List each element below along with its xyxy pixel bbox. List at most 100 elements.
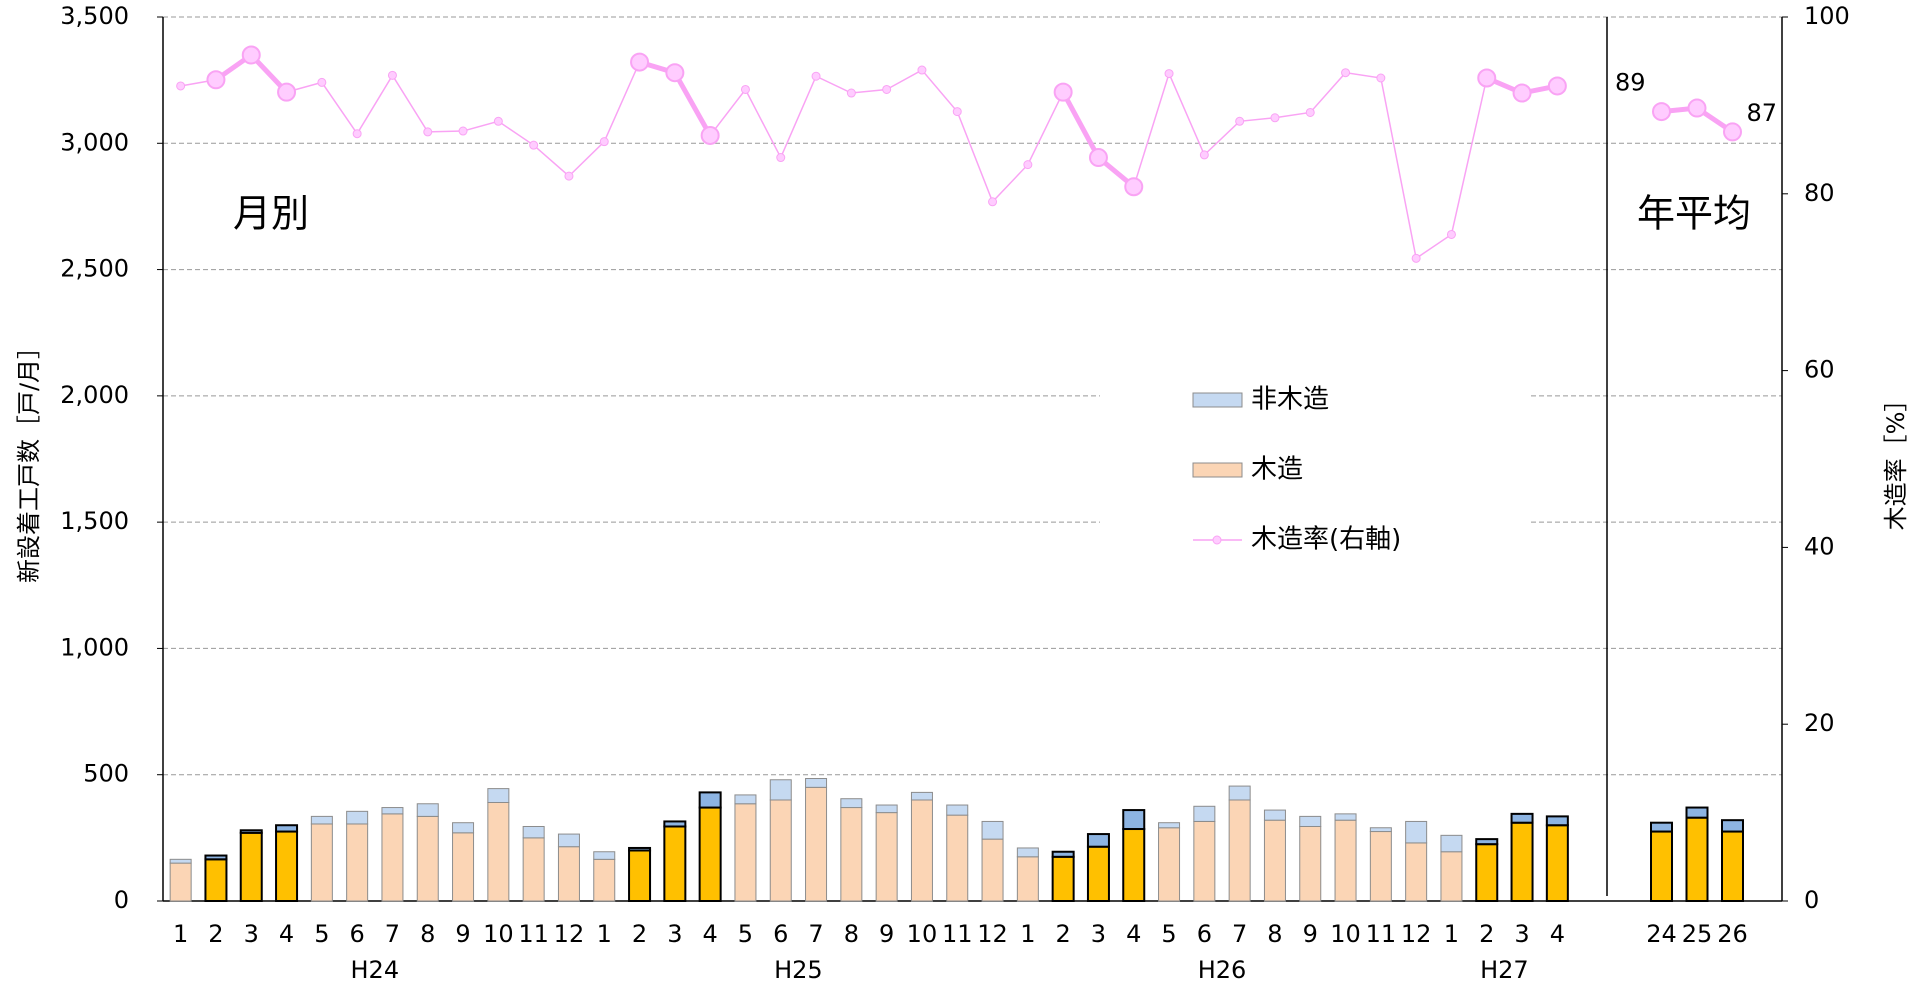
bar: [1228, 785, 1251, 801]
bar: [1440, 834, 1463, 853]
bar: [1405, 820, 1428, 844]
line-marker: [1652, 102, 1671, 122]
y-tick-label: 2,000: [60, 381, 129, 409]
x-tick-label: 5: [1161, 920, 1176, 948]
x-tick-label: 4: [703, 920, 718, 948]
bar: [1685, 816, 1709, 902]
line-marker: [952, 107, 962, 117]
line-marker: [352, 129, 362, 139]
legend-label: 木造: [1251, 455, 1303, 485]
line-marker: [917, 65, 927, 75]
y2-tick-label: 60: [1804, 356, 1835, 384]
group-label: H27: [1480, 956, 1529, 984]
bar: [239, 829, 263, 834]
line-marker: [599, 137, 609, 147]
bar: [346, 810, 369, 825]
x-tick-label: 5: [314, 920, 329, 948]
x-tick-label: 3: [244, 920, 259, 948]
bar: [487, 788, 510, 803]
y2-tick-label: 40: [1804, 532, 1835, 560]
bar: [698, 791, 722, 809]
bar: [169, 858, 192, 864]
line-marker: [529, 140, 539, 150]
line-marker: [700, 125, 720, 145]
bar: [487, 801, 510, 902]
bar: [1228, 799, 1251, 902]
data-label: 87: [1747, 99, 1778, 127]
x-tick-label: 10: [483, 920, 514, 948]
bar: [663, 820, 687, 828]
x-tick-label: 11: [942, 920, 973, 948]
bar: [769, 799, 792, 902]
line-marker: [1477, 68, 1497, 88]
bar: [910, 799, 933, 902]
x-tick-label: 7: [385, 920, 400, 948]
line-marker: [387, 70, 397, 80]
line-marker: [493, 116, 503, 126]
x-tick-label: 1: [173, 920, 188, 948]
bar: [805, 786, 828, 902]
x-tick-label: 3: [667, 920, 682, 948]
y-tick-label: 0: [114, 886, 129, 914]
bar: [1510, 812, 1534, 824]
highlight-line: [1060, 90, 1136, 189]
line-marker: [988, 197, 998, 207]
bar: [310, 823, 333, 902]
x-tick-label: 8: [1267, 920, 1282, 948]
line-marker: [665, 63, 685, 83]
y-tick-label: 1,500: [60, 507, 129, 535]
y-tick-label: 500: [83, 760, 129, 788]
y2-tick-label: 80: [1804, 179, 1835, 207]
legend-swatch: [1192, 462, 1243, 478]
bar: [981, 838, 1004, 902]
line-marker: [1088, 148, 1108, 168]
bar: [452, 832, 475, 902]
line-marker: [882, 84, 892, 94]
x-tick-label: 3: [1091, 920, 1106, 948]
x-tick-label: 9: [1303, 920, 1318, 948]
line-marker: [1547, 76, 1567, 96]
x-tick-label: 2: [1479, 920, 1494, 948]
line-marker: [564, 171, 574, 181]
bar: [275, 824, 299, 833]
bar: [1334, 813, 1357, 821]
line-marker: [1235, 116, 1245, 126]
bar: [769, 779, 792, 801]
line-marker: [1376, 73, 1386, 83]
line-marker: [1687, 98, 1707, 118]
line-marker: [1341, 68, 1351, 78]
x-tick-label: 2: [632, 920, 647, 948]
bar: [910, 791, 933, 801]
bar: [593, 858, 616, 902]
bar: [1721, 819, 1744, 833]
line-marker: [1023, 160, 1033, 170]
bar: [1475, 838, 1499, 846]
bar: [522, 837, 545, 902]
x-tick-label: 8: [844, 920, 859, 948]
bar: [1369, 827, 1392, 833]
bar: [522, 825, 545, 839]
x-tick-label: 4: [1126, 920, 1141, 948]
x-tick-label: 1: [1020, 920, 1035, 948]
x-tick-label: 24: [1646, 920, 1677, 948]
bar: [239, 831, 263, 903]
bar: [1051, 855, 1075, 902]
annotation: 年平均: [1637, 192, 1751, 236]
line-marker: [1124, 177, 1144, 197]
line-marker: [1164, 69, 1174, 79]
bar: [169, 862, 192, 902]
bar: [1440, 851, 1463, 902]
line-marker: [1411, 253, 1421, 263]
y-axis-label: 新設着工戸数［戸/月］: [15, 335, 43, 583]
line-marker: [1053, 82, 1073, 102]
y2-tick-label: 20: [1804, 709, 1835, 737]
bar: [1193, 805, 1216, 822]
group-label: H24: [351, 956, 400, 984]
bar: [840, 807, 863, 902]
line-marker: [630, 52, 650, 72]
x-tick-label: 6: [773, 920, 788, 948]
line-marker: [458, 126, 468, 136]
annotation: 月別: [233, 192, 309, 236]
line-marker: [846, 88, 856, 98]
bar: [946, 814, 969, 902]
